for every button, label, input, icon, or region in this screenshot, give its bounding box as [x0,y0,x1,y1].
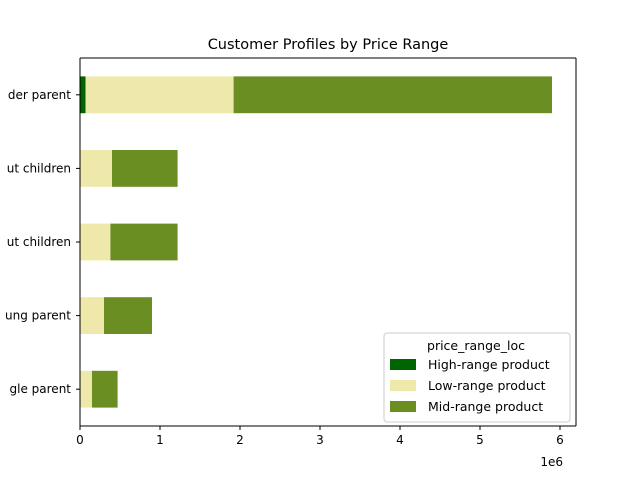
bar-segment-1-2 [80,223,111,261]
bars-layer [80,76,552,408]
legend-title: price_range_loc [427,338,525,353]
legend-items: High-range product Low-range product Mid-r… [390,357,550,414]
x-ticks-layer: 0 1 2 3 4 5 6 [76,426,564,447]
legend: price_range_loc High-range product Low-ra… [383,332,571,423]
bar-segment-1-0 [85,76,234,114]
x-tick-label-1: 1 [156,433,164,447]
x-tick-label-4: 4 [396,433,404,447]
x-axis-offset-label: 1e6 [540,455,563,469]
bar-segment-2-4 [92,370,118,408]
legend-swatch-1 [390,380,416,391]
y-tick-label-0: der parent [8,88,71,102]
x-tick-label-6: 6 [556,433,564,447]
legend-label-0: High-range product [428,357,550,372]
y-tick-label-4: gle parent [10,382,72,396]
bar-segment-1-1 [80,150,112,187]
bar-segment-1-4 [80,370,92,408]
legend-label-1: Low-range product [428,378,546,393]
bar-segment-0-0 [80,76,86,114]
bar-segment-1-3 [80,297,104,334]
bar-segment-2-2 [110,223,178,261]
bar-segment-2-0 [233,76,552,114]
chart-title: Customer Profiles by Price Range [208,37,449,53]
x-tick-label-2: 2 [236,433,244,447]
x-tick-label-0: 0 [76,433,84,447]
y-tick-label-2: ut children [7,235,71,249]
y-ticks-layer: der parent ut children ut children ung pare… [5,88,80,396]
x-tick-label-3: 3 [316,433,324,447]
legend-label-2: Mid-range product [428,399,543,414]
legend-swatch-2 [390,401,416,412]
y-tick-label-1: ut children [7,161,71,175]
y-tick-label-3: ung parent [5,309,71,323]
legend-frame [383,332,571,423]
x-tick-label-5: 5 [476,433,484,447]
bar-segment-2-1 [112,150,178,187]
bar-segment-2-3 [104,297,152,334]
legend-swatch-0 [390,359,416,370]
